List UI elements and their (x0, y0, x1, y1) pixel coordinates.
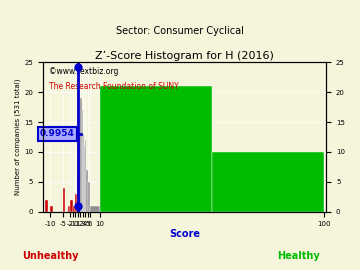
Bar (80, 98, 81, 212)
Text: 0.9954: 0.9954 (40, 130, 75, 139)
Title: Z’-Score Histogram for H (2016): Z’-Score Histogram for H (2016) (95, 52, 274, 62)
Bar (212, 152, 324, 212)
Text: Unhealthy: Unhealthy (22, 251, 78, 261)
Bar (81, 110, 83, 212)
Bar (73, 206, 75, 212)
X-axis label: Score: Score (169, 229, 200, 239)
Bar (75, 194, 77, 212)
Text: Sector: Consumer Cyclical: Sector: Consumer Cyclical (116, 26, 244, 36)
Bar (79, 134, 80, 212)
Text: The Research Foundation of SUNY: The Research Foundation of SUNY (49, 82, 179, 91)
Bar (90, 206, 100, 212)
Bar (70, 200, 73, 212)
Bar (45, 200, 48, 212)
Bar (86, 170, 88, 212)
Bar (63, 188, 66, 212)
Text: Healthy: Healthy (278, 251, 320, 261)
Bar (78, 128, 79, 212)
Bar (83, 134, 84, 212)
Bar (50, 206, 53, 212)
Y-axis label: Number of companies (531 total): Number of companies (531 total) (15, 79, 22, 195)
Text: ©www.textbiz.org: ©www.textbiz.org (49, 67, 118, 76)
Bar (84, 146, 85, 212)
Bar (88, 182, 90, 212)
Bar (68, 206, 70, 212)
Bar (85, 140, 86, 212)
Bar (100, 86, 212, 212)
Bar (77, 176, 78, 212)
